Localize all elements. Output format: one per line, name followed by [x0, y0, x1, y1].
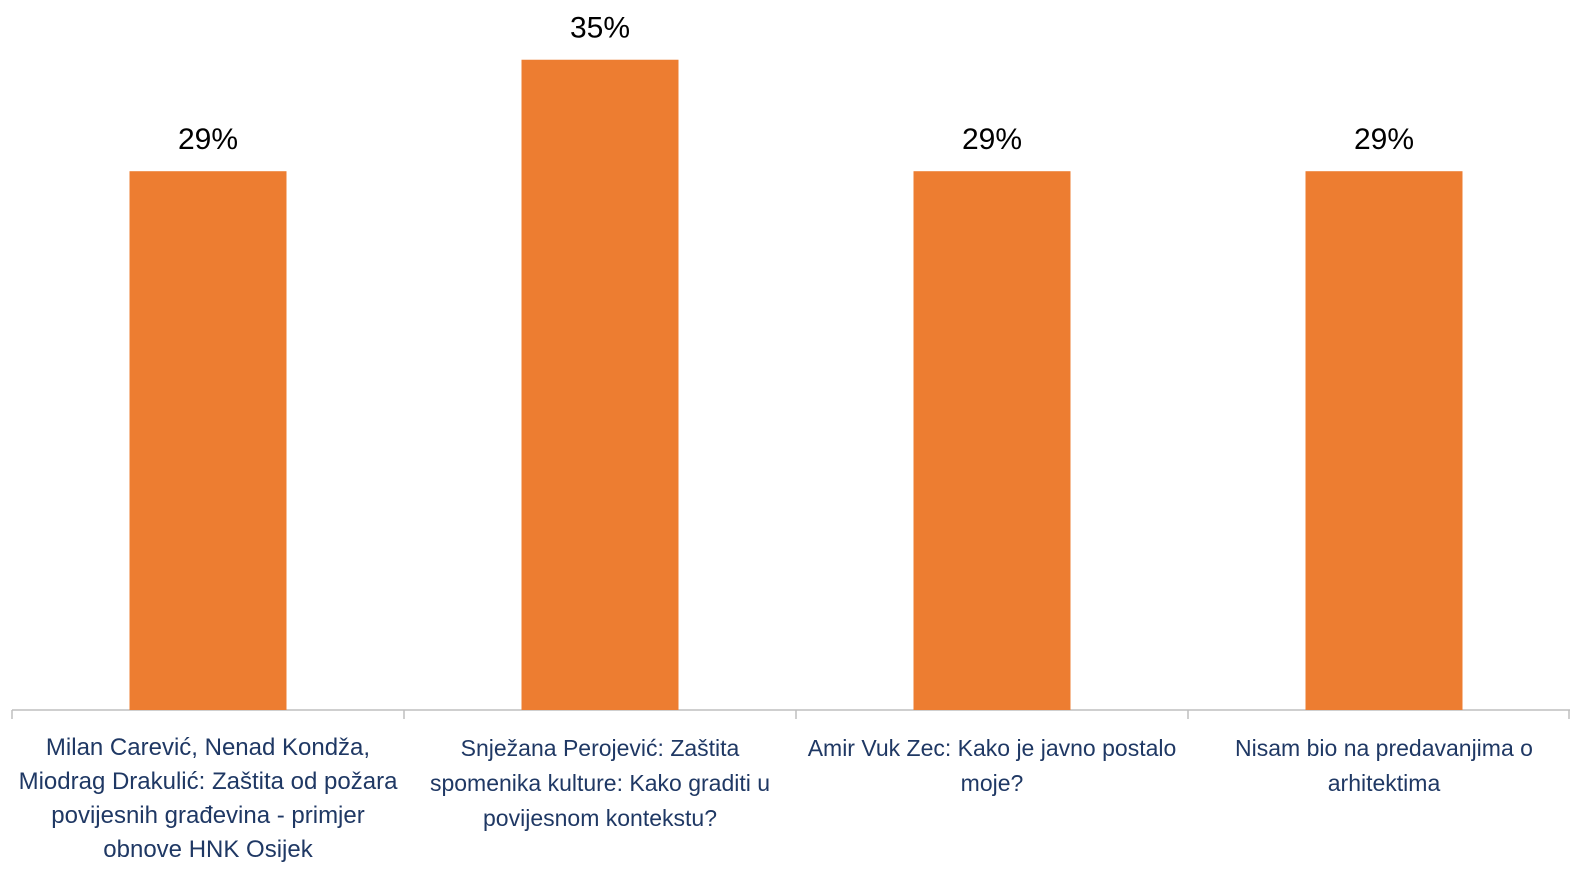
bar: [129, 171, 287, 711]
bar: [913, 171, 1071, 711]
bar: [1305, 171, 1463, 711]
axis: [11, 709, 1570, 719]
data-label: 29%: [178, 123, 238, 156]
x-tick-label: Nisam bio na predavanjima o arhitektima: [1235, 735, 1533, 796]
x-tick-label: Snježana Perojević: Zaštita spomenika ku…: [429, 735, 771, 831]
bar: [521, 59, 679, 711]
data-label: 29%: [1354, 123, 1414, 156]
x-tick-label: Milan Carević, Nenad Kondža, Miodrag Dra…: [18, 734, 398, 863]
data-label: 35%: [570, 12, 630, 45]
x-tick-label: Amir Vuk Zec: Kako je javno postalo moje…: [807, 735, 1177, 796]
data-label: 29%: [962, 123, 1022, 156]
